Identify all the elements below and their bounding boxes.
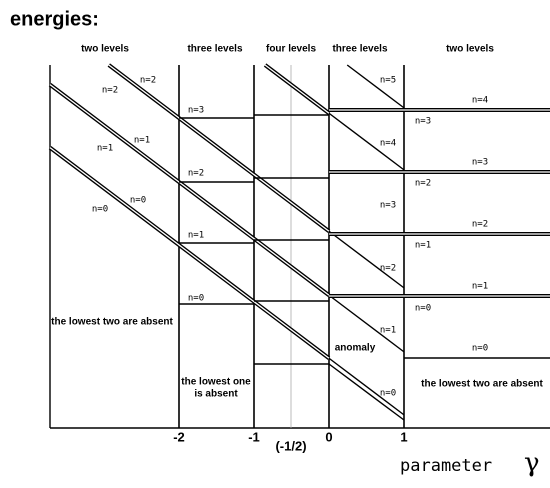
level-label: n=3 [415,117,431,127]
level-line [346,64,405,109]
axis-symbol: γ [524,448,540,478]
region-header: three levels [187,44,242,55]
level-label: n=2 [102,86,118,96]
level-line [328,230,405,289]
level-label: n=0 [415,304,431,314]
level-label: n=2 [140,76,156,86]
level-line-inner [49,147,330,359]
x-tick-label: -2 [173,429,185,444]
level-label: n=1 [415,241,431,251]
level-label: n=4 [380,139,396,149]
note: the lowest two are absent [421,379,543,390]
note: is absent [194,389,238,400]
x-tick-label: 0 [325,429,332,444]
region-header: three levels [332,44,387,55]
level-label: n=0 [130,196,146,206]
level-line [328,363,405,421]
level-label: n=0 [380,389,396,399]
level-line [328,112,405,171]
level-label: n=5 [380,76,396,86]
level-label: n=1 [380,326,396,336]
level-line-inner [108,64,330,232]
level-label: n=3 [188,106,204,116]
level-lines [48,63,550,429]
level-label: n=0 [188,294,204,304]
note: anomaly [335,343,376,354]
level-label: n=2 [415,179,431,189]
level-label: n=3 [472,158,488,168]
title: energies: [10,8,99,30]
region-header: two levels [81,44,129,55]
x-tick-label: (-1/2) [275,438,306,453]
level-label: n=2 [380,264,396,274]
level-label: n=4 [472,96,488,106]
level-line-inner [264,64,330,114]
level-line [328,357,405,416]
level-label: n=2 [472,220,488,230]
x-tick-label: 1 [400,429,407,444]
region-header: two levels [446,44,494,55]
level-label: n=0 [472,344,488,354]
note: the lowest one [181,377,251,388]
x-tick-label: -1 [248,429,260,444]
level-label: n=1 [188,231,204,241]
level-label: n=1 [134,136,150,146]
level-label: n=3 [380,201,396,211]
level-line [328,294,405,353]
axis-label: parameter [400,456,492,476]
level-label: n=1 [472,282,488,292]
region-header: four levels [266,44,316,55]
level-label: n=2 [188,169,204,179]
level-label: n=0 [92,205,108,215]
level-label: n=1 [97,144,113,154]
note: the lowest two are absent [51,317,173,328]
level-line-inner [49,84,330,296]
